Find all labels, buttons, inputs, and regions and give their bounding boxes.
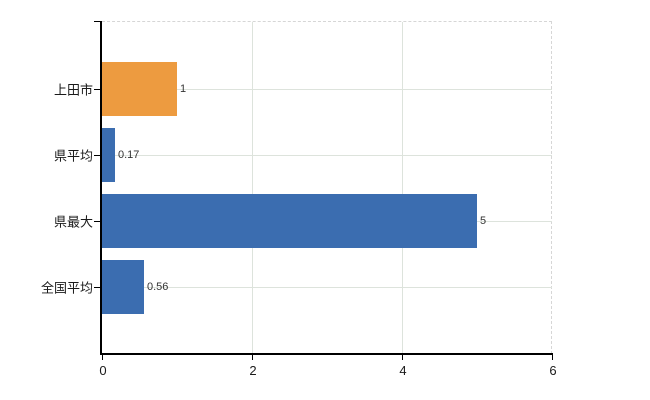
value-label: 0.17 xyxy=(118,149,140,161)
bar xyxy=(102,62,177,116)
plot-border-right xyxy=(551,21,552,354)
y-axis-tick xyxy=(94,287,100,288)
gridline-h xyxy=(102,89,552,90)
value-label: 5 xyxy=(480,215,487,227)
value-label: 0.56 xyxy=(147,281,169,293)
x-tick-label: 4 xyxy=(399,363,407,378)
bar xyxy=(102,260,144,314)
x-axis-tick xyxy=(402,355,403,360)
y-axis-tick xyxy=(94,89,100,90)
gridline-v xyxy=(402,22,403,353)
category-label: 県平均 xyxy=(53,148,93,164)
x-axis-line xyxy=(100,353,553,355)
bar xyxy=(102,128,115,182)
gridline-h xyxy=(102,287,552,288)
category-label: 県最大 xyxy=(53,214,93,230)
bar xyxy=(102,194,477,248)
category-label: 全国平均 xyxy=(40,280,93,296)
x-tick-label: 2 xyxy=(249,363,257,378)
y-axis-tick xyxy=(94,221,100,222)
y-axis-end-tick xyxy=(94,21,100,22)
gridline-v xyxy=(252,22,253,353)
gridline-h xyxy=(102,155,552,156)
value-label: 1 xyxy=(180,83,187,95)
x-axis-tick xyxy=(102,355,103,360)
x-tick-label: 6 xyxy=(549,363,557,378)
category-label: 上田市 xyxy=(53,82,93,98)
x-axis-tick xyxy=(252,355,253,360)
y-axis-line xyxy=(100,21,102,355)
x-tick-label: 0 xyxy=(99,363,107,378)
x-axis-tick xyxy=(552,355,553,360)
plot-border-top xyxy=(102,21,552,22)
y-axis-tick xyxy=(94,155,100,156)
